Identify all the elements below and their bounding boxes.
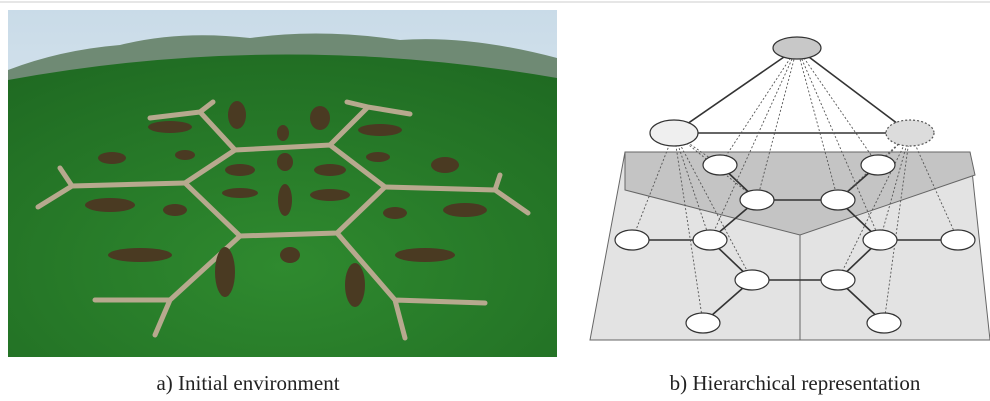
caption: a) Initial environment bbox=[156, 371, 339, 395]
hierarchy-diagram bbox=[589, 36, 990, 341]
environment-image bbox=[8, 10, 557, 357]
caption: b) Hierarchical representation bbox=[670, 371, 921, 395]
